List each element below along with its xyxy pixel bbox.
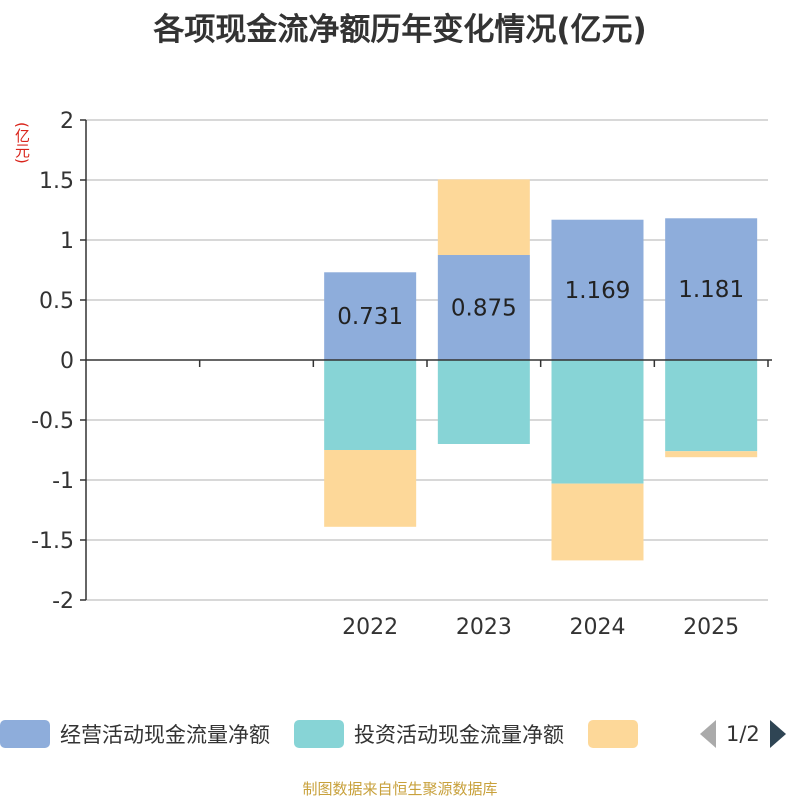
data-label-2023: 0.875 — [451, 296, 517, 322]
bar-chart: 2 1.5 1 0.5 0 -0.5 -1 -1.5 -2 0.731 2022 0.875 2023 1… — [31, 109, 772, 640]
chart-title: 各项现金流净额历年变化情况(亿元) — [153, 12, 647, 48]
legend-pager: 1/2 — [696, 716, 800, 752]
legend-prev-arrow-icon[interactable] — [700, 720, 716, 748]
bar-2025-series-3[interactable] — [665, 451, 758, 458]
y-tick-label: 1 — [60, 229, 74, 254]
y-tick-label: 0.5 — [39, 289, 74, 314]
data-label-2024: 1.169 — [565, 278, 631, 304]
legend: 经营活动现金流量净额 投资活动现金流量净额 — [0, 716, 800, 752]
bar-2023-series-2[interactable] — [437, 360, 530, 444]
bar-2025-series-1[interactable] — [665, 218, 758, 360]
legend-swatch — [588, 720, 638, 748]
legend-item-1[interactable]: 经营活动现金流量净额 — [0, 719, 270, 749]
y-tick-label: 0 — [60, 349, 74, 374]
y-tick-label: -1.5 — [31, 529, 74, 554]
data-label-2025: 1.181 — [678, 277, 744, 303]
legend-label: 经营活动现金流量净额 — [60, 723, 270, 747]
legend-next-arrow-icon[interactable] — [769, 720, 786, 748]
legend-item-3[interactable] — [588, 720, 648, 748]
y-tick-label: -2 — [52, 589, 74, 614]
y-tick-label: -0.5 — [31, 409, 74, 434]
x-tick-label: 2023 — [456, 615, 512, 640]
legend-label: 投资活动现金流量净额 — [354, 723, 564, 747]
y-tick-label: -1 — [52, 469, 74, 494]
bar-2023-series-3[interactable] — [437, 179, 530, 255]
bar-2024-series-2[interactable] — [551, 360, 644, 484]
bar-2022-series-3[interactable] — [324, 450, 417, 527]
bar-2022-series-2[interactable] — [324, 360, 417, 450]
data-label-2022: 0.731 — [337, 304, 403, 330]
bar-2024-series-1[interactable] — [551, 219, 644, 360]
legend-swatch — [0, 720, 50, 748]
bar-2024-series-3[interactable] — [551, 483, 644, 561]
legend-item-2[interactable]: 投资活动现金流量净额 — [294, 719, 564, 749]
source-note: 制图数据来自恒生聚源数据库 — [302, 780, 498, 798]
y-axis-unit: (亿元) — [13, 122, 31, 164]
bar-2025-series-2[interactable] — [665, 360, 758, 452]
y-tick-label: 2 — [60, 109, 74, 134]
bar-2023-series-1[interactable] — [437, 255, 530, 360]
x-tick-label: 2024 — [570, 615, 626, 640]
bar-2022-series-1[interactable] — [324, 272, 417, 360]
x-tick-label: 2022 — [342, 615, 398, 640]
y-tick-label: 1.5 — [39, 169, 74, 194]
legend-page-indicator: 1/2 — [726, 722, 760, 746]
legend-swatch — [294, 720, 344, 748]
x-tick-label: 2025 — [683, 615, 739, 640]
